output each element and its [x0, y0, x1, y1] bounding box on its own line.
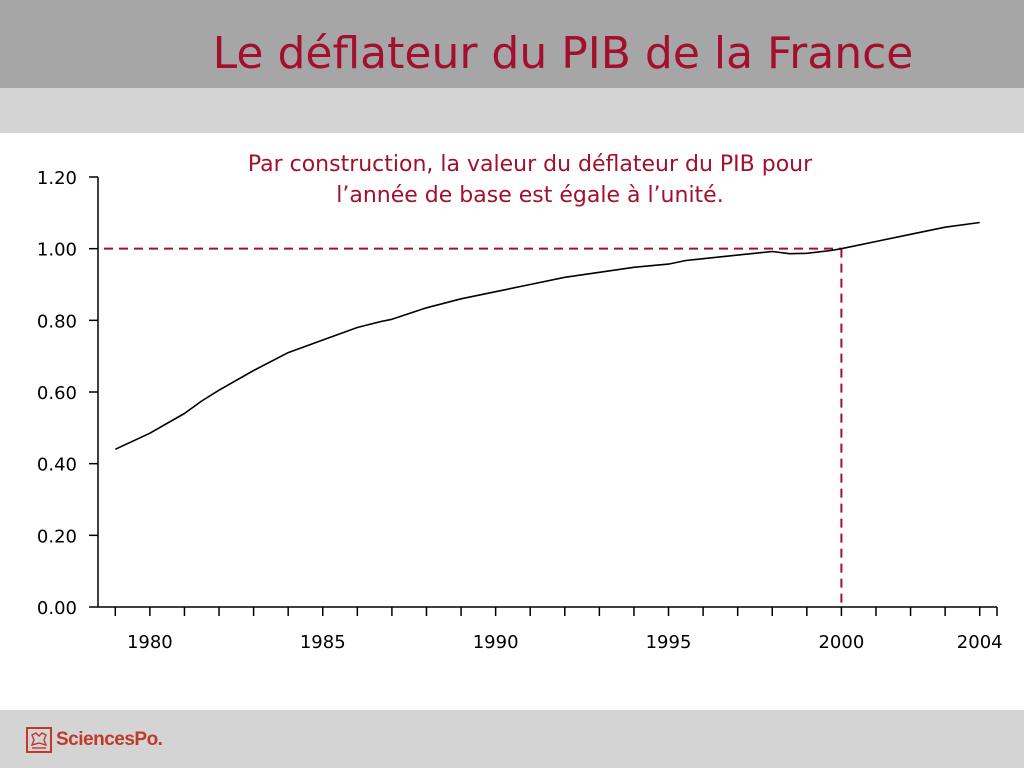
y-tick-label: 1.00: [37, 240, 77, 261]
y-tick-label: 0.40: [37, 455, 77, 476]
footer-band: [0, 710, 1024, 768]
y-tick-label: 1.20: [37, 168, 77, 189]
sciencespo-emblem-icon: [26, 727, 52, 753]
deflator-line-chart: Par construction, la valeur du déflateur…: [37, 152, 1003, 653]
y-tick-label: 0.20: [37, 526, 77, 547]
chart-annotation-line-1: Par construction, la valeur du déflateur…: [248, 152, 813, 177]
header-band: [0, 0, 1024, 88]
y-tick-label: 0.60: [37, 383, 77, 404]
x-tick-label: 1980: [127, 632, 173, 653]
y-tick-label: 0.80: [37, 311, 77, 332]
x-tick-label: 1985: [300, 632, 346, 653]
x-tick-label: 1990: [473, 632, 519, 653]
page-title: Le déflateur du PIB de la France: [212, 28, 914, 79]
y-tick-label: 0.00: [37, 598, 77, 619]
chart-annotation-line-2: l’année de base est égale à l’unité.: [336, 183, 723, 208]
x-tick-label: 1995: [646, 632, 692, 653]
header-sub-band: [0, 88, 1024, 133]
sciencespo-logo-text: SciencesPo.: [56, 729, 163, 750]
deflator-series-line: [114, 221, 980, 451]
sciencespo-logo: SciencesPo.: [26, 727, 163, 753]
x-tick-label: 2000: [818, 632, 864, 653]
x-tick-label: 2004: [957, 632, 1003, 653]
